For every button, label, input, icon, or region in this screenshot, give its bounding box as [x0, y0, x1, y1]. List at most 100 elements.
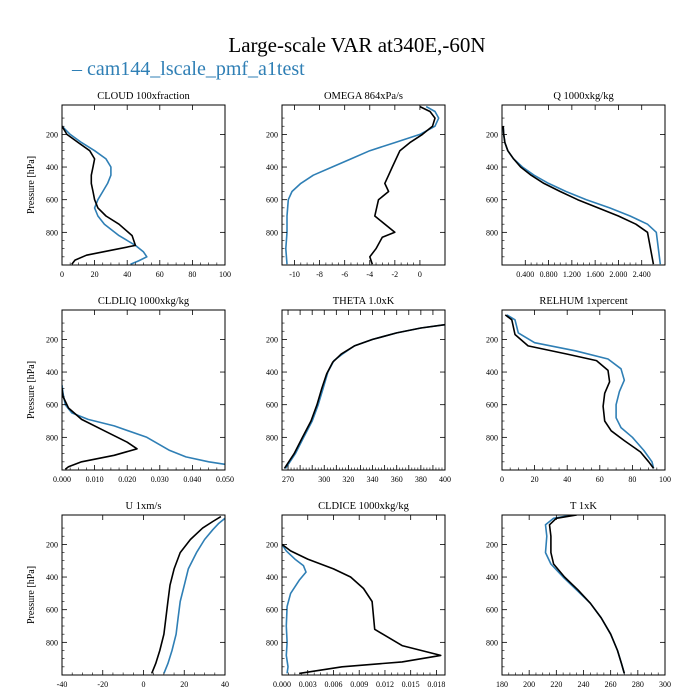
series-line-test: [544, 515, 626, 674]
series-line-test: [506, 314, 655, 469]
x-tick-label: 20: [91, 270, 99, 279]
x-tick-label: 20: [180, 680, 188, 689]
y-tick-label: 400: [266, 368, 278, 377]
y-tick-label: 200: [486, 540, 498, 549]
x-tick-label: 200: [523, 680, 535, 689]
plot-frame: [61, 104, 226, 266]
x-tick-label: 20: [531, 475, 539, 484]
x-tick-label: -20: [97, 680, 108, 689]
y-tick-label: 400: [266, 573, 278, 582]
y-tick-label: 200: [46, 335, 58, 344]
series-line-test: [502, 126, 662, 265]
x-tick-label: 270: [282, 475, 294, 484]
series-line-test: [284, 105, 440, 265]
x-tick-label: 240: [578, 680, 590, 689]
y-tick-label: 400: [486, 163, 498, 172]
plot-frame: [501, 309, 666, 471]
y-tick-label: 200: [486, 130, 498, 139]
panel-title: RELHUM 1xpercent: [539, 296, 627, 307]
series-line-reference: [283, 323, 445, 469]
y-tick-label: 200: [46, 130, 58, 139]
x-tick-label: 40: [221, 680, 229, 689]
x-tick-label: 260: [605, 680, 617, 689]
x-tick-label: 0.018: [427, 680, 445, 689]
series-group: [504, 314, 655, 469]
x-tick-label: 1.600: [586, 270, 604, 279]
x-tick-label: 180: [496, 680, 508, 689]
x-tick-label: 0: [500, 475, 504, 484]
y-axis-label: Pressure [hPa]: [26, 156, 37, 214]
series-group: [283, 323, 445, 469]
figure-title: Large-scale VAR at340E,-60N: [228, 33, 485, 57]
y-tick-label: 800: [46, 638, 58, 647]
series-line-reference: [62, 125, 137, 265]
series-line-reference: [368, 105, 436, 265]
plot-frame: [61, 514, 226, 676]
panel-title: OMEGA 864xPa/s: [324, 91, 403, 102]
series-line-test: [62, 125, 148, 265]
panel-6: RELHUM 1xpercent 0 20 40 60 80 100 200 400 600 800: [486, 296, 671, 484]
x-tick-label: 0.400: [516, 270, 534, 279]
x-tick-label: 0.020: [118, 475, 136, 484]
series-group: [282, 543, 442, 675]
series-group: [284, 105, 440, 265]
y-tick-label: 400: [486, 368, 498, 377]
plot-frame: [501, 104, 666, 266]
x-tick-label: 80: [628, 475, 636, 484]
y-tick-label: 400: [266, 163, 278, 172]
y-tick-label: 600: [46, 606, 58, 615]
x-tick-label: 80: [188, 270, 196, 279]
y-tick-label: 400: [46, 163, 58, 172]
series-line-test: [62, 385, 225, 466]
panel-7: U 1xm/s Pressure [hPa] -40 -20 0 20 40 200 400 60…: [26, 501, 229, 689]
x-tick-label: 360: [391, 475, 403, 484]
series-line-test: [284, 323, 445, 469]
x-tick-label: 300: [318, 475, 330, 484]
series-line-test: [163, 517, 225, 674]
y-tick-label: 200: [46, 540, 58, 549]
x-tick-label: 100: [219, 270, 231, 279]
x-tick-label: -4: [366, 270, 373, 279]
y-tick-label: 400: [46, 573, 58, 582]
series-line-reference: [504, 314, 655, 469]
x-tick-label: 60: [596, 475, 604, 484]
panel-title: CLDLIQ 1000xkg/kg: [98, 296, 190, 307]
legend-entry: – cam144_lscale_pmf_a1test: [71, 58, 305, 80]
x-tick-label: 0.050: [216, 475, 234, 484]
plot-frame: [61, 309, 226, 471]
x-tick-label: 280: [632, 680, 644, 689]
plot-frame: [281, 514, 446, 676]
y-tick-label: 400: [46, 368, 58, 377]
x-tick-label: 0.800: [540, 270, 558, 279]
series-line-reference: [548, 515, 626, 674]
y-tick-label: 600: [266, 196, 278, 205]
y-tick-label: 600: [46, 401, 58, 410]
y-tick-label: 200: [266, 335, 278, 344]
y-tick-label: 800: [486, 433, 498, 442]
plot-frame: [281, 104, 446, 266]
y-tick-label: 800: [266, 638, 278, 647]
panel-1: CLOUD 100xfraction Pressure [hPa] 0 20 40 60 8…: [26, 91, 231, 279]
x-tick-label: 0: [418, 270, 422, 279]
x-tick-label: 40: [123, 270, 131, 279]
x-tick-label: 380: [415, 475, 427, 484]
plot-frame: [501, 514, 666, 676]
x-tick-label: 60: [156, 270, 164, 279]
series-group: [62, 385, 225, 470]
y-tick-label: 800: [486, 228, 498, 237]
panel-8: CLDICE 1000xkg/kg 0.000 0.003 0.006 0.009 0.0…: [266, 501, 446, 689]
panel-title: U 1xm/s: [126, 501, 162, 512]
y-tick-label: 600: [486, 401, 498, 410]
panel-4: CLDLIQ 1000xkg/kg Pressure [hPa] 0.000 0.01…: [26, 296, 234, 484]
y-tick-label: 800: [266, 433, 278, 442]
x-tick-label: 0.006: [324, 680, 342, 689]
panel-title: CLOUD 100xfraction: [97, 91, 190, 102]
y-tick-label: 800: [46, 228, 58, 237]
x-tick-label: 0.012: [376, 680, 394, 689]
series-line-test: [282, 543, 307, 674]
y-tick-label: 600: [266, 401, 278, 410]
x-tick-label: -10: [289, 270, 300, 279]
panel-5: THETA 1.0xK 270 300 320 340 360 380 400 200 400 60…: [266, 296, 451, 484]
x-tick-label: 300: [659, 680, 671, 689]
